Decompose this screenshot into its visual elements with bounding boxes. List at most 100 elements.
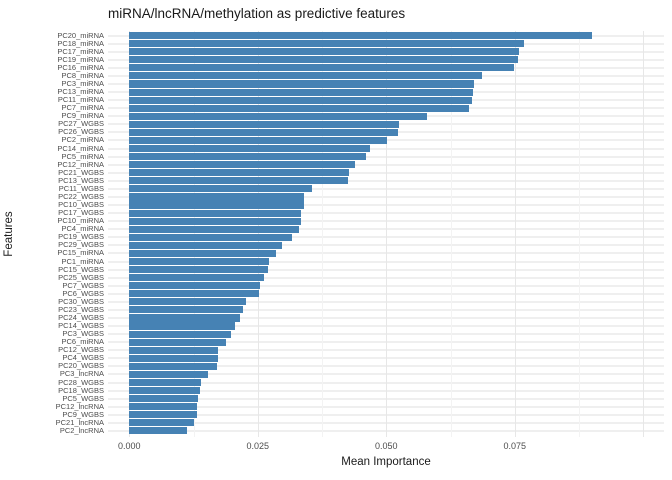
y-tick-label: PC10_miRNA (57, 216, 104, 226)
gridline-row (108, 421, 664, 424)
y-tick-label: PC16_miRNA (57, 62, 104, 72)
y-tick-label: PC23_WGBS (58, 304, 104, 314)
y-tick-label: PC24_WGBS (58, 312, 104, 322)
bar-PC28_WGBS (129, 378, 202, 387)
gridline-row (108, 171, 664, 174)
y-tick-label: PC5_miRNA (61, 151, 104, 161)
y-tick-label: PC12_WGBS (58, 345, 104, 355)
gridline-x-minor (322, 31, 324, 437)
y-tick-label: PC1_miRNA (61, 256, 104, 266)
gridline-row (108, 212, 664, 215)
gridline-x-major (643, 31, 645, 437)
y-tick-label: PC5_WGBS (62, 393, 104, 403)
gridline-row (108, 405, 664, 408)
gridline-row (108, 341, 664, 344)
x-tick-label: 0.075 (503, 441, 527, 451)
y-tick-label: PC12_lncRNA (55, 401, 104, 411)
gridline-row (108, 179, 664, 182)
gridline-row (108, 413, 664, 416)
bar-PC21_lncRNA (129, 419, 194, 427)
y-tick-label: PC13_WGBS (58, 175, 104, 185)
gridline-row (108, 349, 664, 352)
bar-PC14_WGBS (129, 322, 236, 330)
bar-PC30_WGBS (129, 298, 246, 306)
bar-PC22_WGBS (129, 193, 305, 201)
bar-PC18_miRNA (129, 40, 524, 48)
y-tick-label: PC13_miRNA (57, 87, 104, 97)
bar-PC4_miRNA (129, 225, 300, 233)
gridline-x-minor (579, 31, 581, 437)
y-tick-label: PC3_miRNA (61, 79, 104, 88)
y-tick-label: PC18_miRNA (57, 38, 104, 48)
y-tick-label: PC17_WGBS (58, 208, 104, 218)
gridline-x-major (386, 31, 388, 437)
y-tick-label: PC21_WGBS (58, 167, 104, 177)
gridline-row (108, 381, 664, 384)
bar-PC19_miRNA (129, 56, 518, 64)
y-tick-label: PC6_miRNA (61, 337, 104, 347)
y-tick-label: PC21_lncRNA (55, 417, 104, 427)
y-tick-label: PC9_WGBS (62, 409, 104, 419)
y-tick-label: PC7_WGBS (62, 280, 104, 290)
y-tick-label: PC14_miRNA (57, 143, 104, 153)
gridline-row (108, 244, 664, 247)
y-tick-label: PC4_WGBS (62, 353, 104, 363)
bar-PC11_miRNA (129, 96, 473, 104)
y-tick-label: PC29_WGBS (58, 240, 104, 250)
y-tick-label: PC14_WGBS (58, 321, 104, 331)
gridline-row (108, 204, 664, 207)
gridline-x-minor (450, 31, 452, 437)
bar-PC2_miRNA (129, 136, 388, 145)
gridline-row (108, 316, 664, 319)
bar-PC6_miRNA (129, 338, 227, 346)
gridline-row (108, 373, 664, 376)
bar-PC26_WGBS (129, 128, 398, 136)
bar-PC7_miRNA (129, 104, 470, 112)
gridline-row (108, 333, 664, 336)
bar-PC5_WGBS (129, 395, 198, 403)
gridline-row (108, 195, 664, 198)
y-tick-label: PC12_miRNA (57, 159, 104, 169)
bar-PC8_miRNA (129, 72, 482, 80)
gridline-row (108, 187, 664, 190)
y-tick-label: PC2_miRNA (61, 135, 104, 145)
gridline-row (108, 325, 664, 328)
bar-PC10_miRNA (129, 217, 301, 225)
bar-PC25_WGBS (129, 274, 264, 282)
y-tick-label: PC3_WGBS (62, 329, 104, 339)
gridline-row (108, 220, 664, 223)
gridline-row (108, 228, 664, 231)
bar-PC12_WGBS (129, 346, 219, 354)
y-tick-label: PC15_WGBS (58, 264, 104, 274)
gridline-row (108, 252, 664, 255)
bar-PC4_WGBS (129, 354, 218, 362)
y-tick-label: PC11_miRNA (57, 95, 104, 105)
gridline-row (108, 163, 664, 166)
y-tick-label: PC8_miRNA (61, 70, 104, 80)
x-axis-title: Mean Importance (341, 456, 431, 468)
bar-PC3_lncRNA (129, 370, 209, 378)
bar-PC15_miRNA (129, 249, 276, 257)
gridline-row (108, 300, 664, 303)
gridline-row (108, 284, 664, 287)
bar-PC20_WGBS (129, 362, 217, 370)
bar-PC21_WGBS (129, 169, 350, 177)
y-tick-label: PC7_miRNA (61, 103, 104, 113)
y-tick-label: PC22_WGBS (58, 191, 104, 201)
gridline-row (108, 429, 664, 432)
bar-PC18_WGBS (129, 387, 201, 395)
bar-PC12_miRNA (129, 161, 355, 169)
bar-PC9_WGBS (129, 411, 197, 419)
y-tick-label: PC30_WGBS (58, 296, 104, 306)
gridline-row (108, 389, 664, 392)
chart-title: miRNA/lncRNA/methylation as predictive f… (108, 6, 406, 21)
bar-PC12_lncRNA (129, 403, 198, 411)
bar-PC17_WGBS (129, 209, 302, 217)
gridline-row (108, 268, 664, 271)
bar-PC5_miRNA (129, 153, 367, 161)
bar-PC11_WGBS (129, 185, 312, 193)
x-tick-label: 0.025 (246, 441, 270, 451)
y-tick-label: PC4_miRNA (61, 224, 104, 234)
bar-PC2_lncRNA (129, 427, 188, 435)
